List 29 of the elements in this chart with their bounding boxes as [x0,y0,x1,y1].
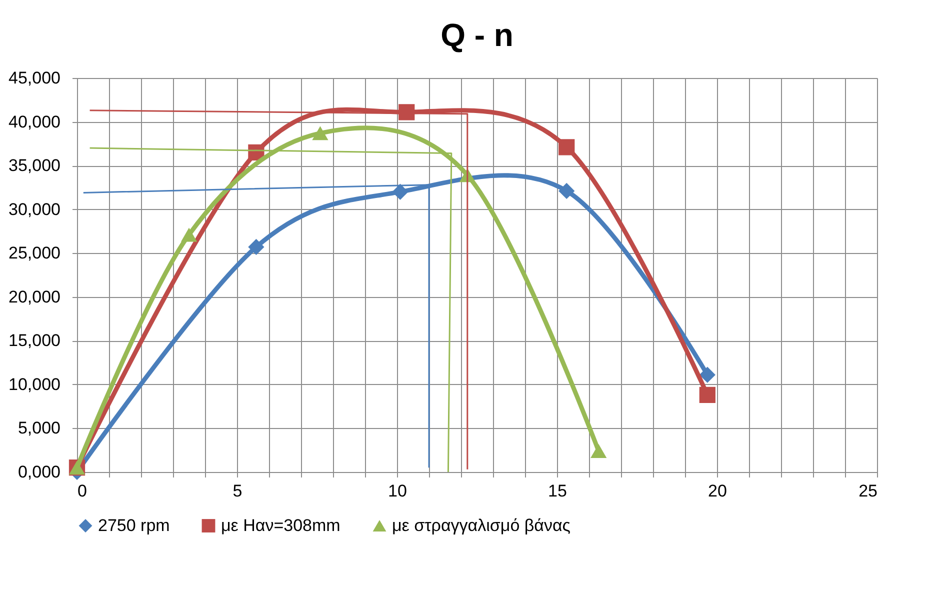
point [392,184,408,200]
x-tick-label: 20 [708,482,727,500]
y-tick-label: 35,000 [8,156,60,176]
point [180,228,198,242]
legend-label: 2750 rpm [98,516,170,535]
point [248,238,264,256]
x-tick-label: 0 [78,482,87,500]
point [699,386,716,404]
x-tick-label: 25 [858,482,878,500]
legend-label: με Hαν=308mm [221,516,340,535]
y-tick-label: 40,000 [8,112,60,132]
y-tick-label: 30,000 [8,200,60,219]
x-tick-label: 15 [548,482,567,500]
point [590,444,607,458]
x-tick-label: 10 [388,482,407,500]
legend-label: με στραγγαλισμό βάνας [392,516,570,535]
y-tick-label: 15,000 [8,331,60,350]
y-tick-label: 0,000 [18,462,60,482]
x-tick-label: 5 [232,482,242,500]
point [558,139,575,156]
y-tick-label: 25,000 [8,244,60,263]
y-tick-label: 45,000 [8,68,60,88]
y-tick-label: 5,000 [18,418,60,438]
chart-title: Q - n [440,17,514,53]
point [699,366,716,383]
point [558,182,575,200]
y-tick-label: 10,000 [8,374,60,394]
y-tick-label: 20,000 [8,287,60,306]
point [312,126,328,140]
